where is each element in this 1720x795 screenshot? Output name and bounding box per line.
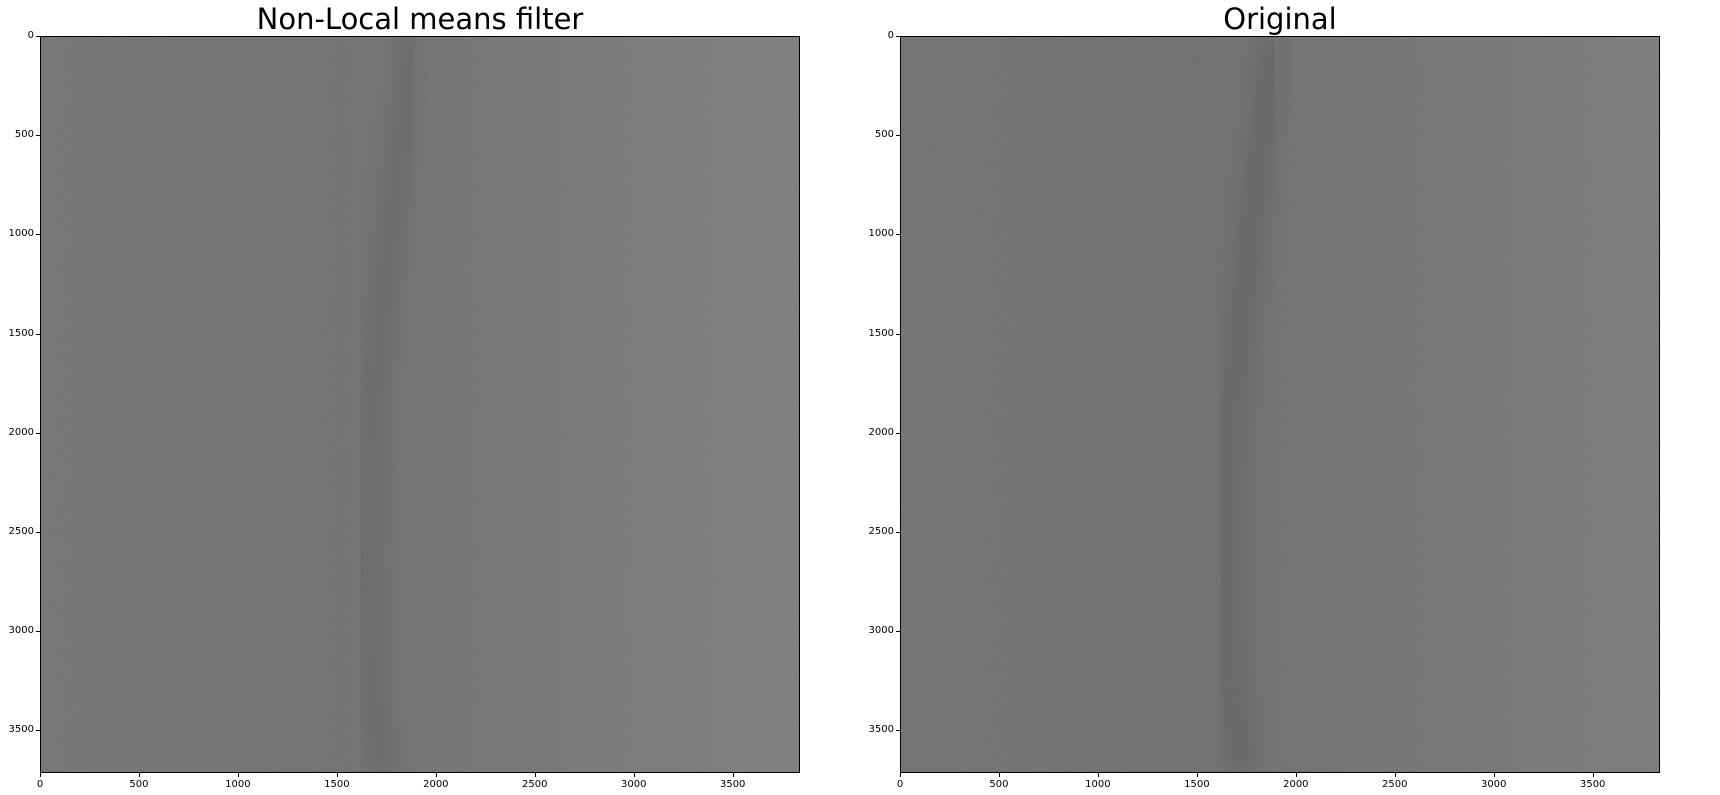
x-tick-mark	[336, 773, 338, 777]
x-tick-mark	[40, 773, 41, 777]
y-tick-label: 1000	[868, 228, 894, 240]
y-tick-label: 500	[14, 129, 34, 141]
x-tick-mark	[1592, 773, 1594, 777]
y-tick-label: 2000	[8, 426, 34, 438]
x-tick-label: 3500	[719, 779, 746, 790]
x-tick-mark	[1295, 773, 1297, 777]
y-tick-label: 2500	[868, 525, 894, 537]
x-tick-label: 500	[129, 779, 149, 790]
x-tick-label: 500	[989, 779, 1009, 790]
y-tick-label: 3500	[868, 724, 894, 736]
panel-original: Original	[860, 0, 1700, 795]
grayscale-texture-image	[41, 37, 799, 772]
x-tick-mark	[534, 773, 536, 777]
x-tick-mark	[1097, 773, 1099, 777]
x-tick-label: 0	[36, 779, 44, 790]
x-tick-label: 3000	[621, 779, 647, 790]
y-tick-label: 1500	[8, 327, 34, 339]
panel-title: Non-Local means filter	[256, 2, 584, 36]
x-tick-mark	[435, 773, 437, 777]
y-tick-label: 0	[887, 30, 894, 41]
x-tick-mark	[1196, 773, 1198, 777]
x-tick-mark	[900, 773, 901, 777]
y-tick-label: 1500	[868, 327, 894, 339]
x-tick-mark	[998, 773, 1000, 777]
x-tick-label: 2000	[1283, 779, 1309, 790]
y-tick-label: 500	[874, 129, 894, 141]
panel-nlm-filtered: Non-Local means filter	[0, 0, 840, 795]
x-tick-label: 1500	[324, 779, 350, 790]
x-tick-mark	[237, 773, 239, 777]
x-tick-label: 3500	[1579, 779, 1606, 790]
x-tick-label: 1000	[225, 779, 251, 790]
y-tick-label: 0	[27, 30, 34, 41]
x-tick-mark	[633, 773, 635, 777]
y-tick-label: 3000	[868, 625, 894, 637]
y-tick-label: 1000	[8, 228, 34, 240]
x-tick-mark	[138, 773, 140, 777]
original-image	[900, 36, 1660, 773]
x-tick-label: 0	[896, 779, 904, 790]
x-tick-label: 2500	[522, 779, 548, 790]
y-tick-label: 3500	[8, 724, 34, 736]
x-tick-label: 2000	[423, 779, 449, 790]
filtered-image	[40, 36, 800, 773]
x-tick-label: 1500	[1184, 779, 1210, 790]
x-tick-label: 1000	[1085, 779, 1111, 790]
y-tick-label: 2000	[868, 426, 894, 438]
x-tick-mark	[732, 773, 734, 777]
x-tick-label: 2500	[1382, 779, 1408, 790]
y-tick-label: 2500	[8, 525, 34, 537]
panel-title: Original	[1223, 2, 1337, 36]
y-tick-label: 3000	[8, 625, 34, 637]
x-tick-mark	[1394, 773, 1396, 777]
grayscale-texture-image	[901, 37, 1659, 772]
x-tick-label: 3000	[1481, 779, 1507, 790]
x-tick-mark	[1493, 773, 1495, 777]
